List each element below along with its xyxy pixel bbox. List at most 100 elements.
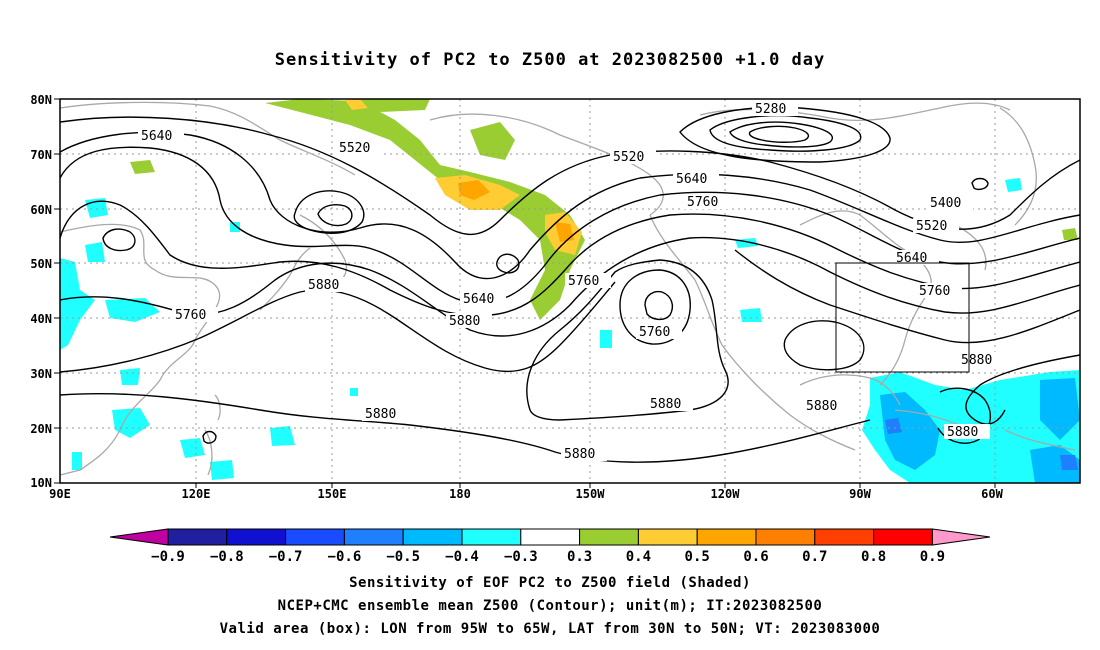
coastline-japan bbox=[259, 247, 311, 311]
contour-label: 5880 bbox=[650, 397, 681, 412]
colorbar-cell bbox=[402, 528, 463, 546]
contour-ring bbox=[971, 177, 989, 191]
colorbar-label: 0.7 bbox=[802, 549, 827, 565]
caption-valid-area: Valid area (box): LON from 95W to 65W, L… bbox=[219, 621, 881, 637]
contour-line bbox=[60, 281, 616, 373]
shade-negative-cyan bbox=[1005, 178, 1022, 192]
contour-line bbox=[965, 354, 1080, 425]
shade-positive-orange bbox=[555, 222, 574, 242]
contour-ring bbox=[293, 190, 365, 234]
contour-line bbox=[60, 131, 1080, 280]
contour-label: 5880 bbox=[947, 425, 978, 440]
lon-label: 90W bbox=[849, 487, 871, 501]
colorbar-cell bbox=[637, 528, 698, 546]
contour-label: 5280 bbox=[755, 102, 786, 117]
contour-ring bbox=[317, 204, 353, 227]
colorbar: −0.9 −0.8 −0.7 −0.6 −0.5 −0.4 −0.3 0.3 0… bbox=[109, 528, 991, 565]
colorbar-label: 0.8 bbox=[861, 549, 886, 565]
shade-positive-orange bbox=[458, 180, 490, 200]
contour-label: 5520 bbox=[916, 219, 947, 234]
contour-label: 5400 bbox=[930, 196, 961, 211]
contour-label: 5520 bbox=[339, 141, 370, 156]
colorbar-label: −0.7 bbox=[269, 549, 303, 565]
lon-label: 90E bbox=[49, 487, 71, 501]
lon-label: 150W bbox=[576, 487, 606, 501]
contour-line bbox=[937, 387, 992, 444]
colorbar-label: 0.6 bbox=[743, 549, 768, 565]
contour-label: 5880 bbox=[961, 353, 992, 368]
contour-ring bbox=[679, 106, 891, 163]
lat-label: 20N bbox=[30, 422, 52, 436]
colorbar-label: 0.3 bbox=[567, 549, 592, 565]
contour-line bbox=[60, 392, 871, 463]
longitude-axis: 90E 120E 150E 180 150W 120W 90W 60W bbox=[49, 483, 1004, 501]
contour-ring bbox=[644, 290, 674, 321]
shade-negative-blue bbox=[1040, 378, 1080, 440]
contour-label: 5640 bbox=[463, 292, 494, 307]
lon-label: 60W bbox=[981, 487, 1003, 501]
colorbar-cell bbox=[343, 528, 404, 546]
shade-negative-cyan bbox=[112, 408, 150, 438]
contour-label: 5880 bbox=[564, 447, 595, 462]
contour-label: 5640 bbox=[141, 129, 172, 144]
map-title: Sensitivity of PC2 to Z500 at 2023082500… bbox=[274, 50, 826, 70]
colorbar-label: −0.8 bbox=[210, 549, 244, 565]
shade-negative-cyan bbox=[85, 242, 105, 262]
lat-label: 40N bbox=[30, 312, 52, 326]
contour-label: 5640 bbox=[676, 172, 707, 187]
colorbar-label: −0.3 bbox=[504, 549, 538, 565]
plot-frame bbox=[59, 98, 1081, 484]
colorbar-cell bbox=[109, 528, 169, 546]
lon-label: 150E bbox=[318, 487, 347, 501]
latitude-axis: 80N 70N 60N 50N 40N 30N 20N 10N bbox=[30, 93, 60, 490]
colorbar-cell bbox=[696, 528, 757, 546]
colorbar-cell bbox=[931, 528, 991, 546]
shade-negative-cyan bbox=[105, 298, 160, 322]
shade-negative-cyan bbox=[180, 438, 205, 458]
lat-label: 60N bbox=[30, 203, 52, 217]
shade-negative-cyan bbox=[72, 452, 82, 470]
contour-ring bbox=[748, 125, 810, 143]
coastline-na-east bbox=[879, 249, 932, 386]
lat-label: 80N bbox=[30, 93, 52, 107]
shade-negative-cyan bbox=[60, 258, 95, 350]
contour-label: 5760 bbox=[639, 325, 670, 340]
coastlines bbox=[60, 101, 1076, 476]
colorbar-cell bbox=[755, 528, 816, 546]
contour-ring bbox=[102, 228, 136, 252]
shade-positive-green bbox=[1062, 228, 1078, 240]
contour-label: 5760 bbox=[175, 308, 206, 323]
colorbar-label: −0.6 bbox=[328, 549, 362, 565]
lon-label: 120E bbox=[182, 487, 211, 501]
contour-labels: 5640 5520 5520 5280 5640 5760 5400 5520 … bbox=[138, 101, 1004, 462]
contour-line bbox=[734, 249, 1080, 344]
contour-line bbox=[60, 200, 1080, 317]
contour-ring bbox=[496, 253, 520, 274]
coastline-gulf bbox=[799, 374, 901, 406]
contour-label: 5760 bbox=[568, 274, 599, 289]
shade-negative-cyan bbox=[210, 460, 234, 480]
coastline-greenland bbox=[999, 107, 1037, 226]
shade-negative-cyan bbox=[600, 330, 612, 348]
colorbar-cell bbox=[579, 528, 639, 546]
shade-negative-cyan bbox=[120, 368, 140, 385]
contour-ring bbox=[619, 269, 691, 345]
colorbar-cell bbox=[167, 528, 228, 546]
colorbar-cell bbox=[461, 528, 522, 546]
colorbar-label: −0.9 bbox=[151, 549, 185, 565]
shade-positive-yellow bbox=[345, 99, 368, 110]
shade-negative-blue bbox=[1030, 445, 1080, 483]
sensitivity-shading bbox=[60, 99, 1080, 483]
lon-label: 120W bbox=[711, 487, 741, 501]
valid-area-box bbox=[835, 262, 970, 373]
shade-negative-cyan bbox=[740, 308, 762, 322]
shade-positive-green bbox=[350, 99, 430, 112]
lon-label: 180 bbox=[449, 487, 471, 501]
caption-contour: NCEP+CMC ensemble mean Z500 (Contour); u… bbox=[277, 598, 823, 614]
colorbar-label: 0.5 bbox=[685, 549, 710, 565]
shade-negative-dark bbox=[1060, 455, 1078, 470]
contour-label: 5640 bbox=[896, 251, 927, 266]
contour-ring bbox=[729, 121, 833, 148]
contour-label: 5880 bbox=[806, 399, 837, 414]
